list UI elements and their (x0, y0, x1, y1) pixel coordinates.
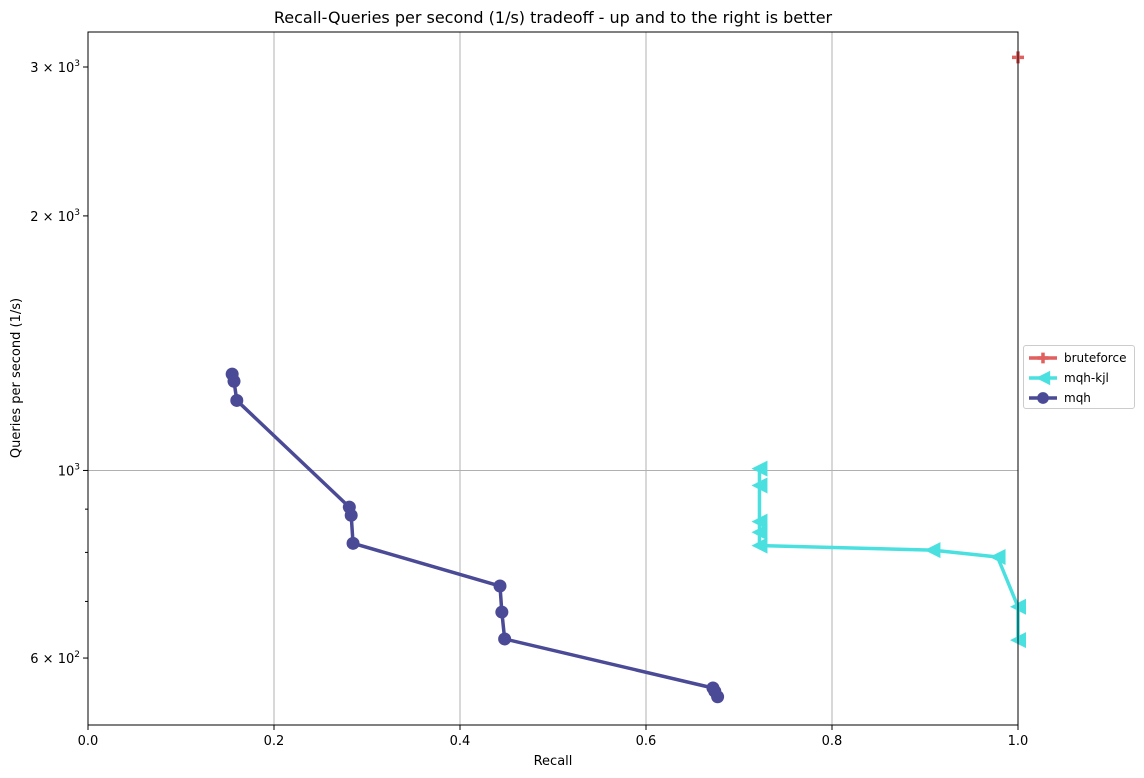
data-point-mqh (498, 632, 512, 646)
plot-frame (87, 31, 1019, 726)
chart-title: Recall-Queries per second (1/s) tradeoff… (274, 8, 833, 27)
x-tick-label: 0.6 (636, 734, 657, 749)
legend-item-mqh-kjl: mqh-kjl (1028, 370, 1109, 386)
data-point-mqh (495, 605, 509, 619)
y-axis-label: Queries per second (1/s) (9, 298, 24, 458)
grid-lines (88, 32, 1018, 725)
data-point-mqh-kjl (751, 524, 768, 541)
x-axis-ticks: 0.0 0.2 0.4 0.6 0.8 1.0 (78, 725, 1029, 749)
data-point-mqh-kjl (751, 513, 768, 530)
y-tick-label: 3 × 103 (30, 59, 80, 76)
series-mqh-kjl (751, 460, 1026, 649)
data-point-mqh (493, 579, 507, 593)
legend-item-bruteforce: bruteforce (1028, 350, 1126, 366)
data-point-mqh-kjl (989, 549, 1006, 566)
series-mqh (225, 367, 725, 704)
x-tick-label: 0.0 (78, 734, 99, 749)
data-point-mqh-kjl (924, 542, 941, 559)
x-tick-label: 0.4 (450, 734, 471, 749)
x-tick-label: 0.8 (822, 734, 843, 749)
data-point-mqh (230, 393, 244, 407)
series-line-mqh-kjl (757, 468, 1020, 641)
y-tick-label: 2 × 103 (30, 208, 80, 225)
x-tick-label: 0.2 (264, 734, 285, 749)
data-point-mqh-kjl (751, 537, 768, 554)
x-axis-label: Recall (534, 754, 573, 769)
series-layer (225, 51, 1026, 704)
legend-marker-mqh-kjl (1035, 370, 1051, 386)
legend-swatch-bruteforce (1029, 352, 1057, 364)
data-point-mqh (711, 690, 725, 704)
legend-swatch-mqh (1029, 392, 1057, 404)
series-line-mqh (230, 373, 720, 698)
y-tick-label: 103 (58, 462, 80, 479)
legend-marker-bruteforce (1037, 352, 1049, 364)
data-point-mqh-kjl (751, 460, 768, 477)
x-tick-label: 1.0 (1008, 734, 1029, 749)
y-tick-label: 6 × 102 (30, 650, 80, 667)
legend-marker-mqh (1037, 392, 1049, 404)
y-axis-ticks: 6 × 102 103 2 × 103 3 × 103 (30, 59, 88, 667)
legend-swatch-mqh-kjl (1029, 370, 1057, 386)
legend-item-mqh: mqh (1028, 390, 1091, 406)
data-point-mqh-kjl (751, 477, 768, 494)
data-point-mqh (344, 508, 358, 522)
legend-label-mqh: mqh (1064, 391, 1091, 405)
legend-label-bruteforce: bruteforce (1064, 351, 1127, 365)
data-point-mqh (227, 374, 241, 388)
data-point-mqh (346, 536, 360, 550)
legend: bruteforce mqh-kjl mqh (1023, 345, 1135, 409)
legend-label-mqh-kjl: mqh-kjl (1064, 371, 1109, 385)
